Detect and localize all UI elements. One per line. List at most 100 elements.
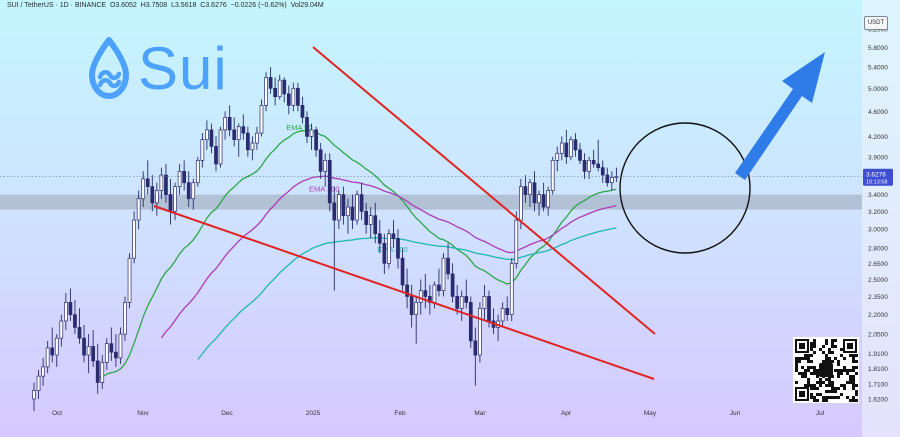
candle <box>400 248 405 291</box>
candle <box>409 284 414 328</box>
candle <box>355 190 359 225</box>
price-tag-value: 3.6276 <box>866 171 886 178</box>
candle <box>282 77 287 103</box>
candle <box>145 160 150 195</box>
symbol-header: SUI / TetherUS · 1D · BINANCE O3.6052 H3… <box>7 2 324 9</box>
candle <box>350 194 355 230</box>
candle <box>77 308 82 344</box>
candle <box>437 268 441 297</box>
price-tick-label: 5.8000 <box>868 45 888 52</box>
time-tick-label: May <box>644 410 657 417</box>
candle <box>82 324 86 363</box>
candle <box>150 175 155 212</box>
candle <box>50 327 55 363</box>
candle <box>109 327 114 361</box>
candle <box>273 77 277 106</box>
candle <box>286 85 291 115</box>
candle <box>359 182 364 221</box>
candle <box>346 198 350 234</box>
price-tick-label: 2.5000 <box>868 277 888 284</box>
price-tick-label: 1.9100 <box>868 351 888 358</box>
candle <box>246 126 250 157</box>
candle <box>95 343 100 394</box>
candle <box>523 175 528 203</box>
ema-200-label: EMA 200 <box>377 245 407 254</box>
descending-resistance-line[interactable] <box>312 46 656 335</box>
price-tick-label: 3.4000 <box>868 192 888 199</box>
price-tick-label: 3.9000 <box>868 154 888 161</box>
candle <box>509 258 514 321</box>
candle <box>391 220 396 249</box>
candle <box>582 153 587 179</box>
candle <box>382 233 387 274</box>
candle <box>309 123 314 150</box>
candle <box>45 340 50 374</box>
candle <box>414 296 419 344</box>
candle <box>127 253 132 309</box>
candle <box>341 186 346 225</box>
candle <box>191 178 196 210</box>
candle <box>337 190 341 230</box>
time-tick-label: Nov <box>137 410 149 417</box>
candle <box>464 279 469 309</box>
candle <box>114 334 118 367</box>
consolidation-circle[interactable] <box>619 122 751 254</box>
sui-wordmark: Sui <box>138 35 228 102</box>
candle <box>100 355 105 389</box>
time-tick-label: Dec <box>221 410 233 417</box>
candle <box>446 243 450 280</box>
candle <box>123 296 127 341</box>
volume-value: Vol29.04M <box>290 2 324 9</box>
candle <box>418 279 423 315</box>
candle <box>459 290 464 321</box>
candle <box>396 229 400 269</box>
currency-badge[interactable]: USDT <box>864 16 888 30</box>
candle <box>32 382 36 412</box>
candle <box>550 156 555 195</box>
price-tag <box>863 168 893 186</box>
candle <box>91 330 96 367</box>
price-tick-label: 5.4000 <box>868 65 888 72</box>
price-tick-label: 1.8100 <box>868 366 888 373</box>
candle <box>41 357 45 386</box>
candle <box>68 288 73 321</box>
time-tick-label: Feb <box>394 410 406 417</box>
candle <box>387 229 391 269</box>
candle <box>591 149 596 168</box>
time-tick-label: Apr <box>561 410 572 417</box>
low-value: L3.5618 <box>171 2 197 9</box>
candle <box>368 207 373 239</box>
candle <box>373 202 378 244</box>
candle <box>559 136 564 161</box>
candle <box>205 120 209 150</box>
time-tick-label: Oct <box>52 410 62 417</box>
candle <box>214 136 218 172</box>
candle <box>323 153 328 187</box>
candle <box>546 186 551 216</box>
price-tag-countdown: 10:13:58 <box>866 179 887 185</box>
candle <box>600 160 605 183</box>
ema-50-label: EMA 50 <box>286 123 312 132</box>
price-tick-label: 1.6200 <box>868 397 888 404</box>
price-tick-label: 2.6500 <box>868 261 888 268</box>
candle <box>327 153 332 212</box>
candle <box>232 117 237 147</box>
price-tick-label: 4.6000 <box>868 109 888 116</box>
candle <box>450 263 455 303</box>
qr-code <box>793 337 859 403</box>
time-tick-label: Jul <box>816 410 825 417</box>
descending-support-line[interactable] <box>153 205 655 380</box>
price-tick-label: 5.0000 <box>868 86 888 93</box>
candle <box>141 171 146 208</box>
candle <box>264 72 268 112</box>
sui-droplet-icon <box>89 37 129 99</box>
price-tick-label: 4.2000 <box>868 134 888 141</box>
change-value: −0.0226 (−0.62%) <box>230 2 287 9</box>
candle <box>478 302 482 363</box>
sui-logo: Sui <box>86 34 228 104</box>
bullish-arrow[interactable] <box>735 52 825 180</box>
candle <box>36 369 41 399</box>
candle <box>332 186 337 291</box>
price-tick-label: 3.2000 <box>868 209 888 216</box>
